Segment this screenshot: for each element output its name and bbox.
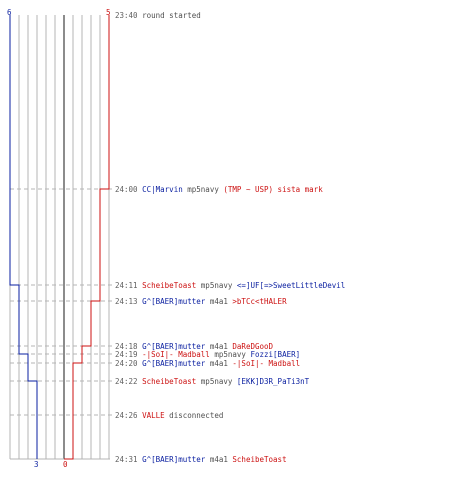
event-time: 24:31 [115,455,142,464]
event-row: 24:00 CC|Marvin mp5navy (TMP ~ USP) sist… [115,185,323,194]
red-start-count: 5 [106,8,111,17]
event-row: 24:11 ScheibeToast mp5navy <=]UF[=>Sweet… [115,281,345,290]
event-time: 24:11 [115,281,142,290]
event-time: 24:19 [115,350,142,359]
blue-start-count: 6 [7,8,12,17]
blue-team-alive-line [9,15,38,459]
red-player-name: >bTCc<tHALER [232,297,287,306]
event-row: 24:20 G^[BAER]mutter m4a1 -|SoI|- Madbal… [115,359,300,368]
red-end-count: 0 [63,460,68,469]
blue-player-name: [EKK]D3R_PaTi3nT [237,377,310,386]
event-row: 24:31 G^[BAER]mutter m4a1 ScheibeToast [115,455,287,464]
event-log: 23:40 round started 24:00 CC|Marvin mp5na… [115,11,345,464]
blue-player-name: <=]UF[=>SweetLittleDevil [237,281,345,290]
event-row: 24:26 VALLE disconnected [115,411,223,420]
event-row: 24:18 G^[BAER]mutter m4a1 DaReDGooD [115,342,274,351]
red-player-name: -|SoI|- Madball [232,359,300,368]
red-player-name: VALLE [142,411,165,420]
event-text: m4a1 [205,342,232,351]
event-time: 23:40 [115,11,142,20]
event-row: 24:13 G^[BAER]mutter m4a1 >bTCc<tHALER [115,297,287,306]
red-player-name: -|SoI|- Madball [142,350,210,359]
event-text: m4a1 [205,455,232,464]
event-time: 24:22 [115,377,142,386]
event-text: m4a1 [205,297,232,306]
red-player-name: DaReDGooD [232,342,273,351]
blue-player-name: G^[BAER]mutter [142,297,206,306]
event-time: 24:13 [115,297,142,306]
event-guide-lines [10,188,112,416]
event-text: mp5navy [183,185,224,194]
event-time: 24:18 [115,342,142,351]
event-text: mp5navy [196,281,237,290]
event-row: 24:22 ScheibeToast mp5navy [EKK]D3R_PaTi… [115,377,310,386]
event-text: disconnected [165,411,224,420]
event-time: 24:26 [115,411,142,420]
player-grid [9,15,110,460]
red-player-name: (TMP ~ USP) sista mark [223,185,323,194]
event-text: round started [142,11,201,20]
red-player-name: ScheibeToast [142,281,196,290]
event-row: 23:40 round started [115,11,201,20]
event-text: mp5navy [210,350,251,359]
blue-player-name: Fozzi[BAER] [250,350,300,359]
blue-player-name: CC|Marvin [142,185,183,194]
blue-player-name: G^[BAER]mutter [142,359,206,368]
event-text: m4a1 [205,359,232,368]
blue-player-name: G^[BAER]mutter [142,455,206,464]
event-text: mp5navy [196,377,237,386]
blue-player-name: G^[BAER]mutter [142,342,206,351]
red-player-name: ScheibeToast [232,455,286,464]
event-row: 24:19 -|SoI|- Madball mp5navy Fozzi[BAER… [115,350,300,359]
event-time: 24:20 [115,359,142,368]
red-team-alive-line [64,15,110,460]
blue-end-count: 3 [34,460,39,469]
event-time: 24:00 [115,185,142,194]
red-player-name: ScheibeToast [142,377,196,386]
